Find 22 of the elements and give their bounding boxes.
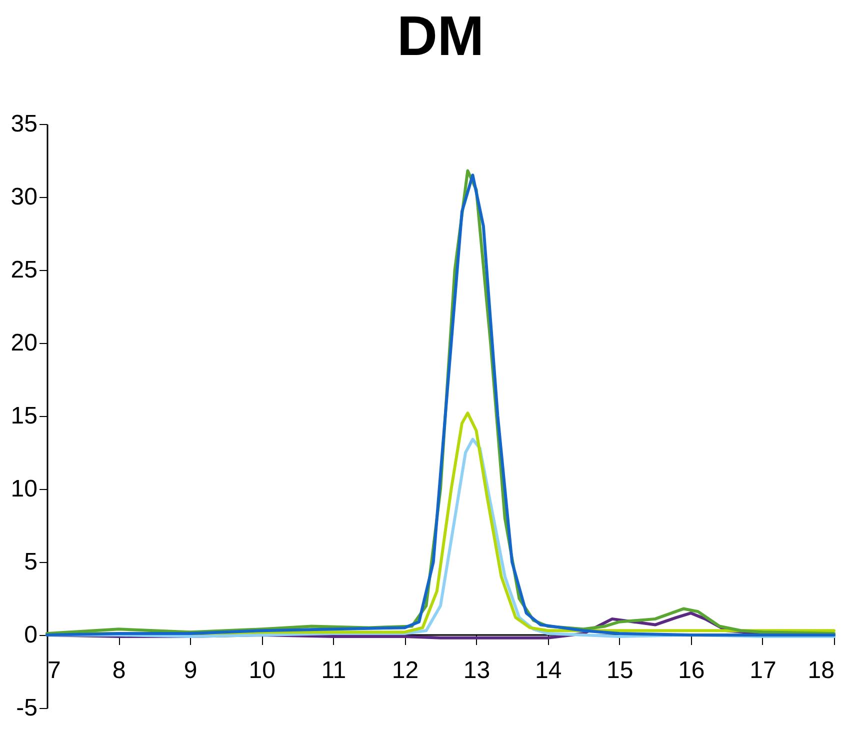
y-tick-label: 15 [10, 402, 38, 430]
y-tick-label: 0 [24, 622, 38, 648]
x-tick-label: 7 [48, 657, 61, 684]
x-tick-label: 10 [248, 657, 276, 684]
x-tick-label: 12 [392, 657, 419, 684]
x-tick-label: 15 [606, 657, 634, 684]
x-tick-label: 9 [184, 657, 198, 684]
x-tick-label: 16 [678, 657, 705, 684]
x-tick-label: 17 [750, 657, 776, 684]
x-tick-label: 11 [321, 657, 346, 684]
x-tick-label: 8 [112, 657, 126, 684]
y-tick-label: 25 [10, 256, 38, 284]
y-tick-label: 35 [10, 110, 38, 138]
x-tick-label: 18 [808, 657, 834, 684]
x-tick-label: 14 [534, 657, 562, 684]
y-tick-label: 10 [10, 476, 38, 502]
y-tick-label: 30 [10, 184, 38, 210]
y-tick-label: -5 [16, 694, 38, 722]
chart-title: DM [396, 4, 484, 67]
y-tick-label: 5 [24, 548, 38, 576]
y-tick-label: 20 [10, 330, 38, 356]
x-tick-label: 13 [463, 657, 490, 684]
